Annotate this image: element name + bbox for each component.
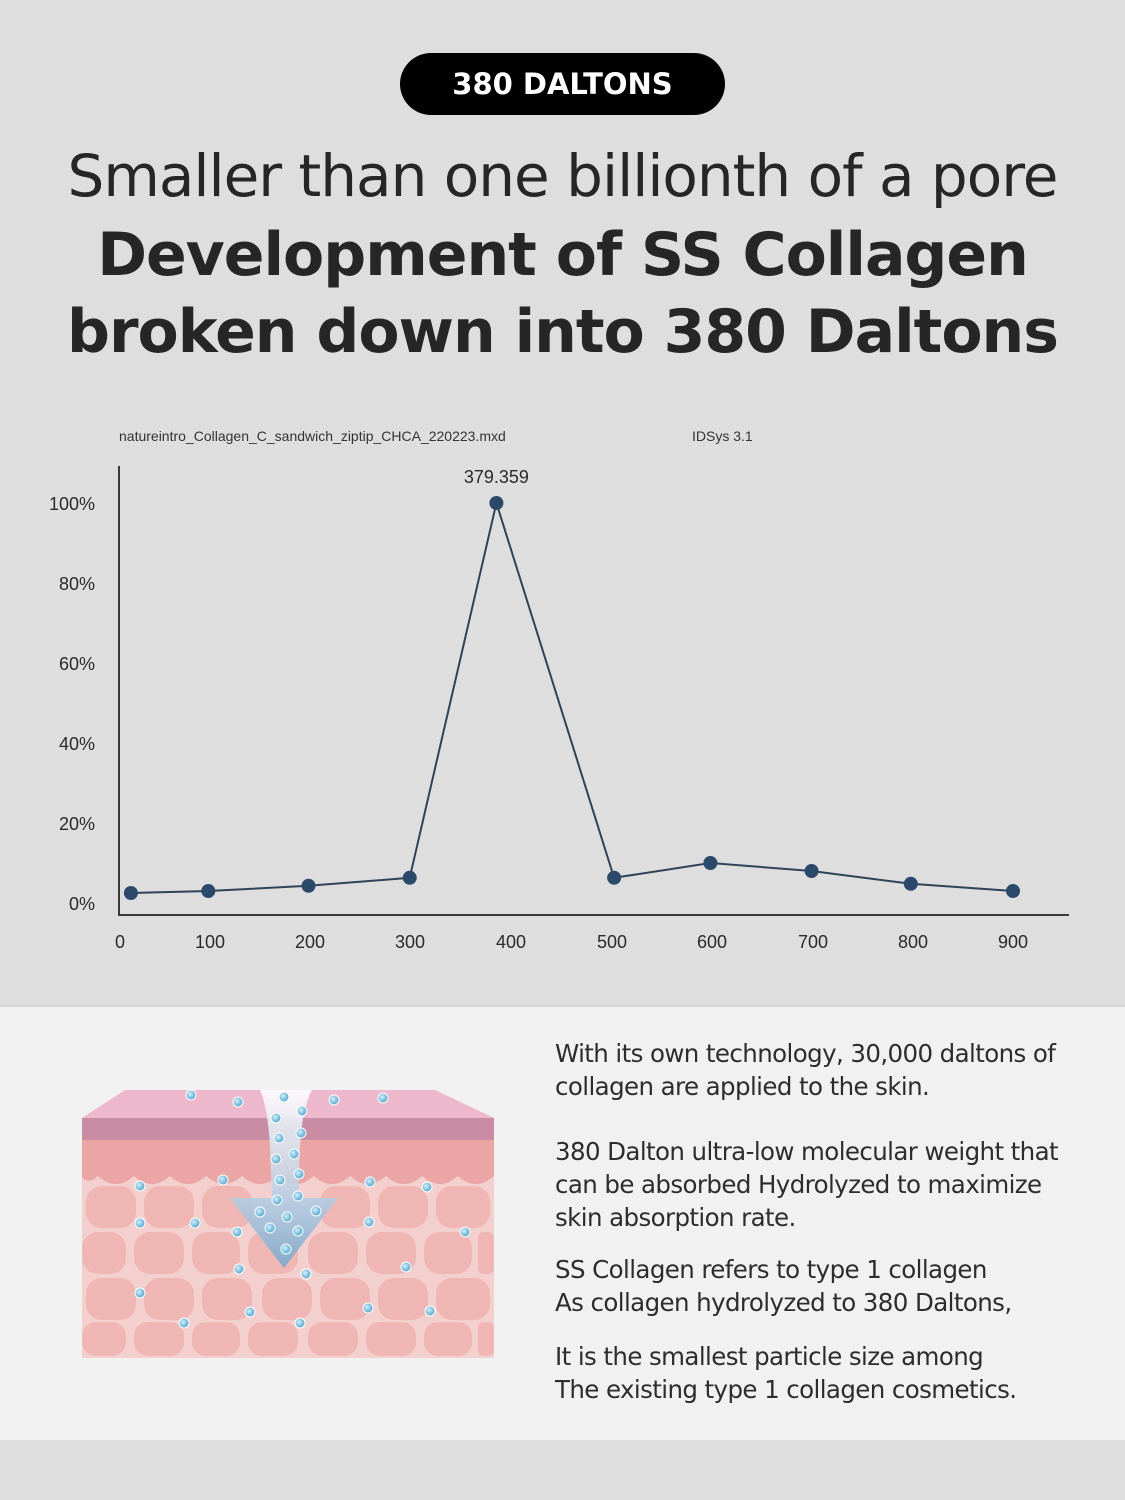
paragraph-line: SS Collagen refers to type 1 collagen — [555, 1255, 987, 1284]
x-tick-label: 300 — [395, 932, 425, 952]
headline-title-line2: broken down into 380 Daltons — [67, 297, 1059, 367]
hero-section — [0, 0, 1125, 1005]
data-point — [703, 856, 718, 870]
paragraph-line: It is the smallest particle size among — [555, 1342, 984, 1371]
paragraph-line: can be absorbed Hydrolyzed to maximize — [555, 1170, 1042, 1199]
data-point — [1006, 884, 1020, 898]
y-tick-label: 0% — [69, 894, 95, 914]
chart-software: IDSys 3.1 — [692, 428, 753, 444]
data-point — [402, 870, 417, 885]
badge-label: 380 DALTONS — [452, 67, 673, 101]
collagen-particles — [134, 1089, 471, 1329]
x-tick-label: 900 — [998, 932, 1028, 952]
chart-filename: natureintro_Collagen_C_sandwich_ziptip_C… — [119, 428, 506, 444]
paragraph-line: skin absorption rate. — [555, 1203, 796, 1232]
data-point — [607, 870, 622, 885]
x-tick-label: 0 — [115, 932, 125, 952]
x-tick-label: 400 — [496, 932, 526, 952]
data-point — [804, 864, 819, 878]
y-tick-label: 100% — [49, 494, 95, 514]
data-point — [201, 884, 216, 898]
headline-subtitle: Smaller than one billionth of a pore — [67, 142, 1059, 210]
paragraph-line: With its own technology, 30,000 daltons … — [555, 1039, 1056, 1068]
data-point — [489, 496, 504, 510]
paragraph-line: As collagen hydrolyzed to 380 Daltons, — [555, 1288, 1012, 1317]
x-tick-label: 700 — [798, 932, 828, 952]
data-point — [903, 876, 918, 891]
skin-cells — [82, 1186, 494, 1356]
y-tick-label: 60% — [59, 654, 95, 674]
paragraph-line: collagen are applied to the skin. — [555, 1072, 930, 1101]
molecular-weight-chart: 0% 20% 40% 60% 80% 100% 0 100 200 300 400 500 600 700… — [49, 466, 1069, 952]
x-tick-label: 100 — [195, 932, 225, 952]
data-point — [123, 886, 138, 900]
y-tick-label: 40% — [59, 734, 95, 754]
description-paragraph-4: It is the smallest particle size among T… — [555, 1340, 1017, 1406]
peak-annotation: 379.359 — [464, 467, 529, 487]
headline-title-line1: Development of SS Collagen — [97, 220, 1029, 290]
x-tick-label: 800 — [898, 932, 928, 952]
x-tick-label: 600 — [697, 932, 727, 952]
data-point — [301, 878, 316, 893]
skin-absorption-illustration — [82, 1089, 494, 1358]
description-paragraph-2: 380 Dalton ultra-low molecular weight th… — [555, 1135, 1059, 1234]
paragraph-line: 380 Dalton ultra-low molecular weight th… — [555, 1137, 1059, 1166]
daltons-badge: 380 DALTONS — [400, 53, 725, 115]
footer-band — [0, 1440, 1125, 1500]
paragraph-line: The existing type 1 collagen cosmetics. — [555, 1375, 1017, 1404]
x-tick-label: 500 — [597, 932, 627, 952]
y-tick-label: 80% — [59, 574, 95, 594]
description-paragraph-3: SS Collagen refers to type 1 collagen As… — [555, 1253, 1012, 1319]
x-tick-label: 200 — [295, 932, 325, 952]
description-paragraph-1: With its own technology, 30,000 daltons … — [555, 1037, 1056, 1103]
y-tick-label: 20% — [59, 814, 95, 834]
data-line — [130, 499, 1014, 894]
